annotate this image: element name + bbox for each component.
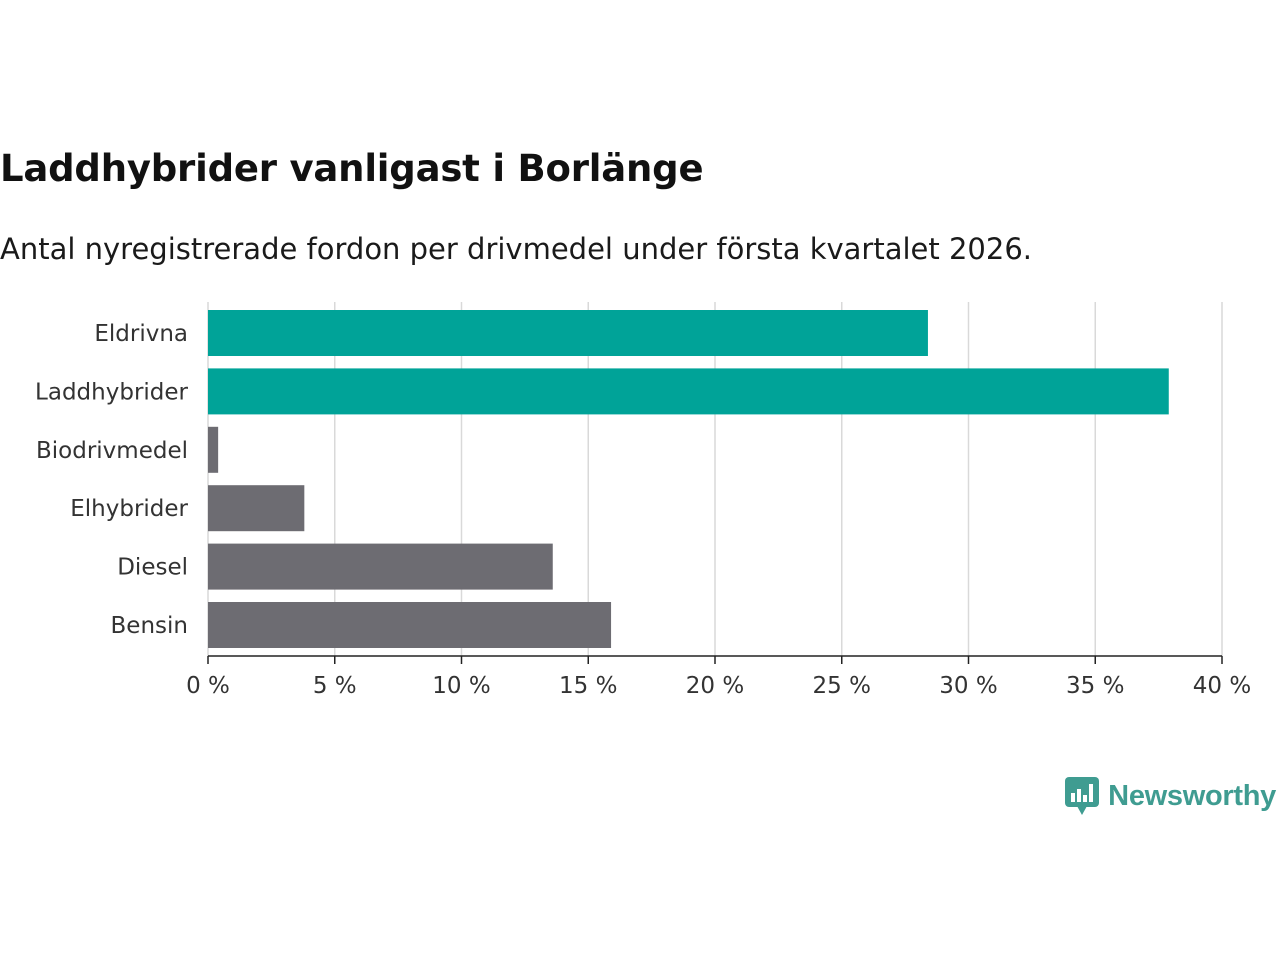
category-label: Diesel: [117, 555, 188, 581]
bar: [208, 602, 612, 648]
x-tick-label: 30 %: [939, 673, 997, 699]
bar: [208, 310, 928, 356]
bars: [208, 310, 1169, 648]
bar: [208, 368, 1169, 415]
category-label: Eldrivna: [94, 321, 188, 347]
x-tick-label: 25 %: [813, 673, 871, 699]
category-label: Bensin: [111, 613, 188, 639]
bar: [208, 426, 219, 473]
category-label: Laddhybrider: [35, 379, 188, 405]
brand-name: Newsworthy: [1108, 779, 1276, 812]
bar: [208, 543, 553, 590]
bar: [208, 485, 305, 532]
x-tick-label: 0 %: [186, 673, 230, 699]
x-tick-label: 20 %: [686, 673, 744, 699]
bar-chart: Eldrivna Laddhybrider Biodrivmedel Elhybrid…: [35, 302, 1251, 699]
brand-logo: Newsworthy: [1064, 776, 1276, 816]
x-tick-label: 10 %: [432, 673, 490, 699]
newsworthy-logo-icon: [1065, 777, 1100, 815]
x-tick-label: 40 %: [1193, 673, 1251, 699]
chart-subtitle: Antal nyregistrerade fordon per drivmede…: [0, 232, 1033, 266]
x-tick-label: 15 %: [559, 673, 617, 699]
chart-title: Laddhybrider vanligast i Borlänge: [0, 147, 704, 190]
category-label: Biodrivmedel: [36, 438, 188, 464]
x-tick-label: 35 %: [1066, 673, 1124, 699]
gridlines: [207, 302, 1223, 656]
x-tick-label: 5 %: [313, 673, 357, 699]
category-labels: Eldrivna Laddhybrider Biodrivmedel Elhybrid…: [35, 321, 188, 639]
x-axis: 0 % 5 % 10 % 15 % 20 % 25 % 30 % 35 % 40 %: [186, 655, 1251, 699]
category-label: Elhybrider: [70, 496, 188, 522]
